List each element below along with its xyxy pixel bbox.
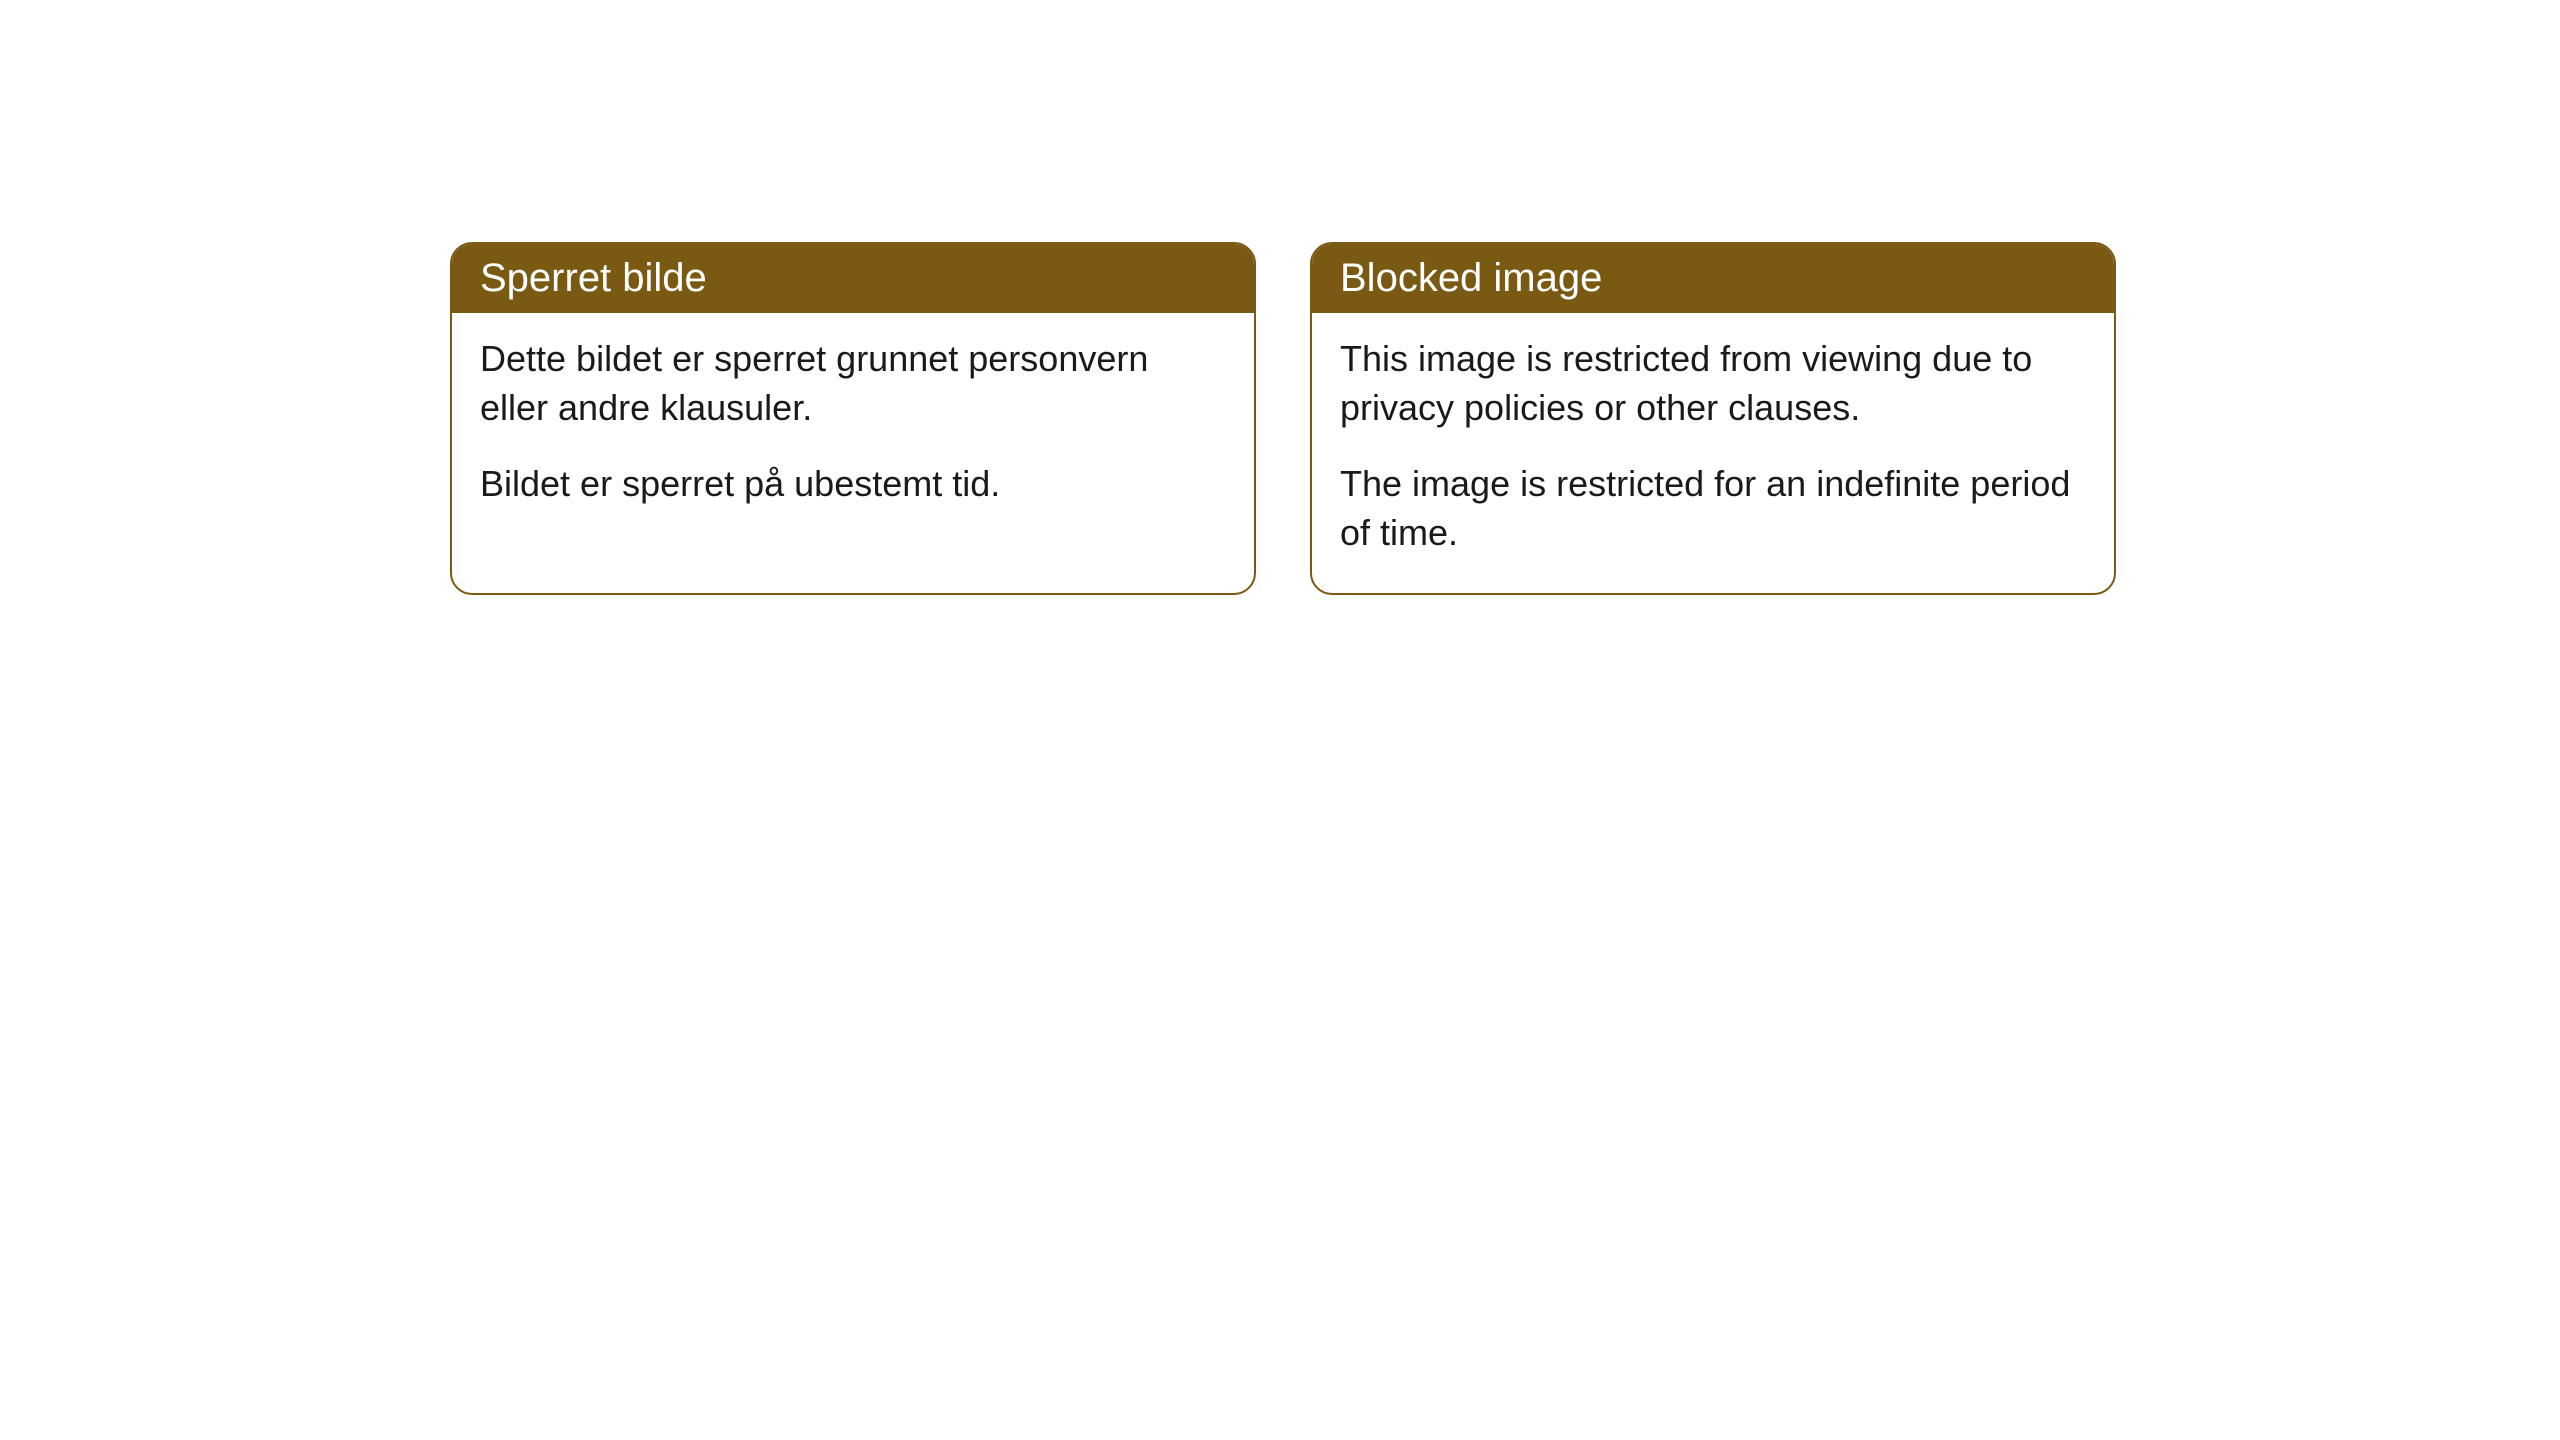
card-body-english: This image is restricted from viewing du… — [1312, 313, 2114, 593]
notice-paragraph-2: The image is restricted for an indefinit… — [1340, 460, 2086, 557]
notice-card-english: Blocked image This image is restricted f… — [1310, 242, 2116, 595]
notice-cards-container: Sperret bilde Dette bildet er sperret gr… — [450, 242, 2116, 595]
card-title: Blocked image — [1340, 256, 1602, 300]
card-header-norwegian: Sperret bilde — [452, 244, 1254, 313]
notice-card-norwegian: Sperret bilde Dette bildet er sperret gr… — [450, 242, 1256, 595]
card-body-norwegian: Dette bildet er sperret grunnet personve… — [452, 313, 1254, 545]
notice-paragraph-2: Bildet er sperret på ubestemt tid. — [480, 460, 1226, 509]
card-title: Sperret bilde — [480, 256, 707, 300]
notice-paragraph-1: Dette bildet er sperret grunnet personve… — [480, 335, 1226, 432]
notice-paragraph-1: This image is restricted from viewing du… — [1340, 335, 2086, 432]
card-header-english: Blocked image — [1312, 244, 2114, 313]
